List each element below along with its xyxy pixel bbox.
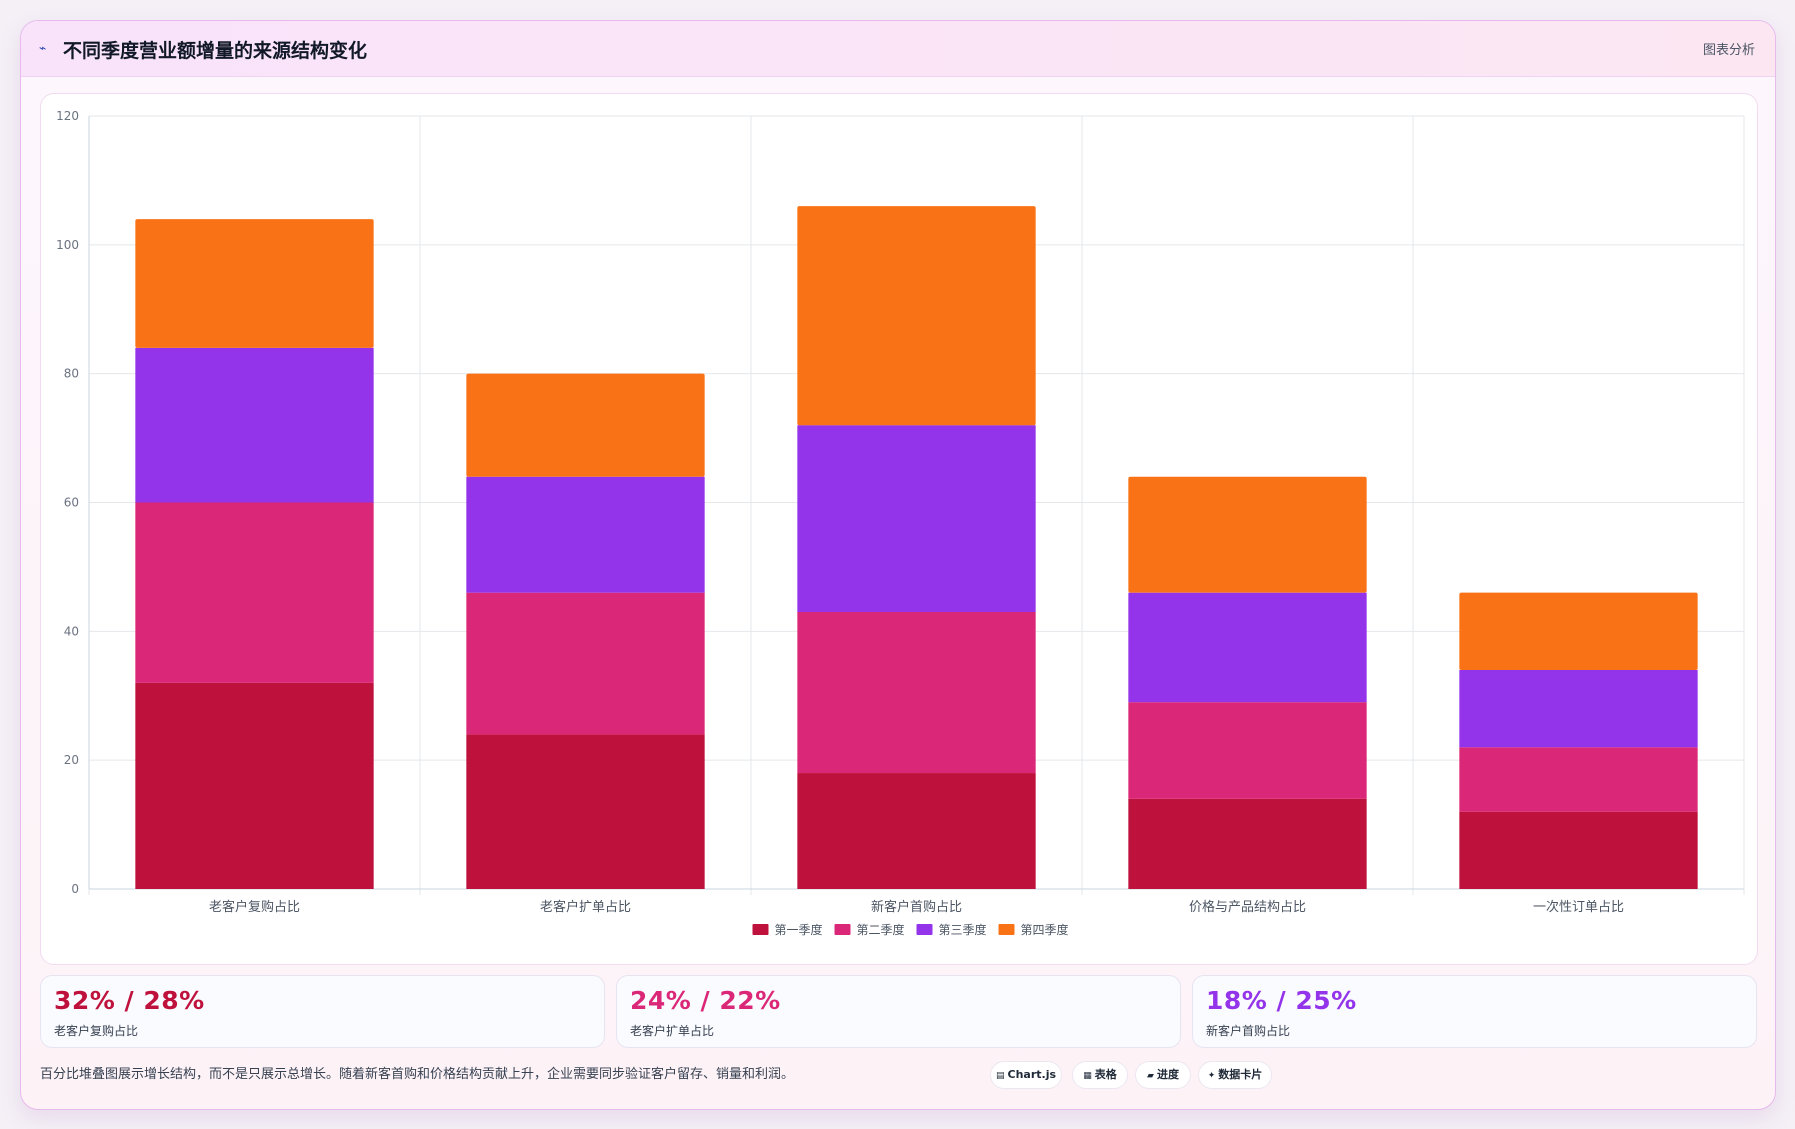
pill-label: 进度 xyxy=(1156,1068,1179,1081)
x-tick-label: 价格与产品结构占比 xyxy=(1189,899,1306,915)
bar-segment xyxy=(466,373,705,477)
stat-card-3: 18% / 25% 新客户首购占比 xyxy=(1192,975,1757,1048)
stat-card-2: 24% / 22% 老客户扩单占比 xyxy=(616,975,1181,1048)
bar-segment xyxy=(797,425,1036,613)
y-tick-label: 80 xyxy=(64,367,79,381)
table-icon: ▦ xyxy=(1083,1071,1092,1081)
bar-segment xyxy=(797,773,1036,889)
chart-card: ⌁ 不同季度营业额增量的来源结构变化 图表分析 0 20 40 60 80 100 120 老… xyxy=(20,20,1776,1110)
bar-segment xyxy=(466,476,705,593)
data-card-button[interactable]: ✦ 数据卡片 xyxy=(1198,1061,1272,1089)
bar-segment xyxy=(1128,592,1367,703)
bar-segment xyxy=(797,206,1036,426)
sparkle-icon: ✦ xyxy=(1207,1071,1216,1081)
stat-label: 老客户复购占比 xyxy=(54,1024,139,1038)
bar-segment xyxy=(466,592,705,735)
pill-label: Chart.js xyxy=(1007,1068,1057,1081)
bar-segment xyxy=(135,347,374,503)
legend-swatch xyxy=(752,924,769,935)
chart-icon: ▤ xyxy=(995,1071,1005,1081)
x-tick-label: 一次性订单占比 xyxy=(1533,899,1624,915)
y-tick-label: 60 xyxy=(64,496,79,510)
y-tick-label: 20 xyxy=(64,753,79,767)
bar-segment xyxy=(466,734,705,889)
chartjs-button[interactable]: ▤ Chart.js xyxy=(990,1061,1062,1089)
bar-segment xyxy=(135,682,374,889)
bar-segment xyxy=(1459,811,1698,889)
x-tick-label: 老客户扩单占比 xyxy=(540,899,631,915)
chart-trend-icon: ⌁ xyxy=(39,41,47,55)
y-tick-label: 0 xyxy=(71,882,79,896)
progress-icon: ▰ xyxy=(1147,1071,1154,1081)
stat-card-1: 32% / 28% 老客户复购占比 xyxy=(40,975,605,1048)
stat-value: 24% / 22% xyxy=(630,986,781,1015)
x-tick-label: 新客户首购占比 xyxy=(871,899,962,915)
bar-segment xyxy=(1128,798,1367,889)
bar-segment xyxy=(1128,702,1367,799)
pill-label: 数据卡片 xyxy=(1218,1068,1263,1081)
legend-label: 第一季度 xyxy=(775,922,823,937)
x-tick-label: 老客户复购占比 xyxy=(209,899,300,915)
chart-panel: 0 20 40 60 80 100 120 老客户复购占比 老客户扩单占比 新客户首购占比 价格与产… xyxy=(40,93,1758,965)
y-tick-label: 120 xyxy=(56,109,79,123)
bar-segment xyxy=(1459,669,1698,748)
card-header: ⌁ 不同季度营业额增量的来源结构变化 图表分析 xyxy=(21,21,1775,77)
chart-analysis-badge[interactable]: 图表分析 xyxy=(1702,43,1755,58)
bar-segment xyxy=(135,219,374,348)
stat-value: 32% / 28% xyxy=(54,986,205,1015)
bar-segment xyxy=(1128,476,1367,593)
chart-note: 百分比堆叠图展示增长结构，而不是只展示总增长。随着新客首购和价格结构贡献上升，企… xyxy=(40,1067,795,1082)
legend-swatch xyxy=(834,924,851,935)
stat-label: 新客户首购占比 xyxy=(1206,1024,1291,1038)
bar-segment xyxy=(1459,592,1698,670)
bar-segment xyxy=(1459,747,1698,812)
y-tick-label: 40 xyxy=(64,624,79,638)
pill-label: 表格 xyxy=(1094,1068,1117,1081)
bar-segment xyxy=(135,502,374,683)
stat-value: 18% / 25% xyxy=(1206,986,1357,1015)
bar-segment xyxy=(797,612,1036,774)
stacked-bar-chart: 0 20 40 60 80 100 120 老客户复购占比 老客户扩单占比 新客户首购占比 价格与产… xyxy=(56,109,1745,937)
stat-label: 老客户扩单占比 xyxy=(630,1024,715,1038)
table-button[interactable]: ▦ 表格 xyxy=(1072,1061,1128,1089)
legend-swatch xyxy=(916,924,933,935)
legend-swatch xyxy=(998,924,1015,935)
legend-label: 第二季度 xyxy=(857,922,905,937)
legend-label: 第三季度 xyxy=(939,922,987,937)
card-title: 不同季度营业额增量的来源结构变化 xyxy=(63,40,368,62)
y-tick-label: 100 xyxy=(56,238,79,252)
legend-label: 第四季度 xyxy=(1021,922,1069,937)
progress-button[interactable]: ▰ 进度 xyxy=(1135,1061,1191,1089)
